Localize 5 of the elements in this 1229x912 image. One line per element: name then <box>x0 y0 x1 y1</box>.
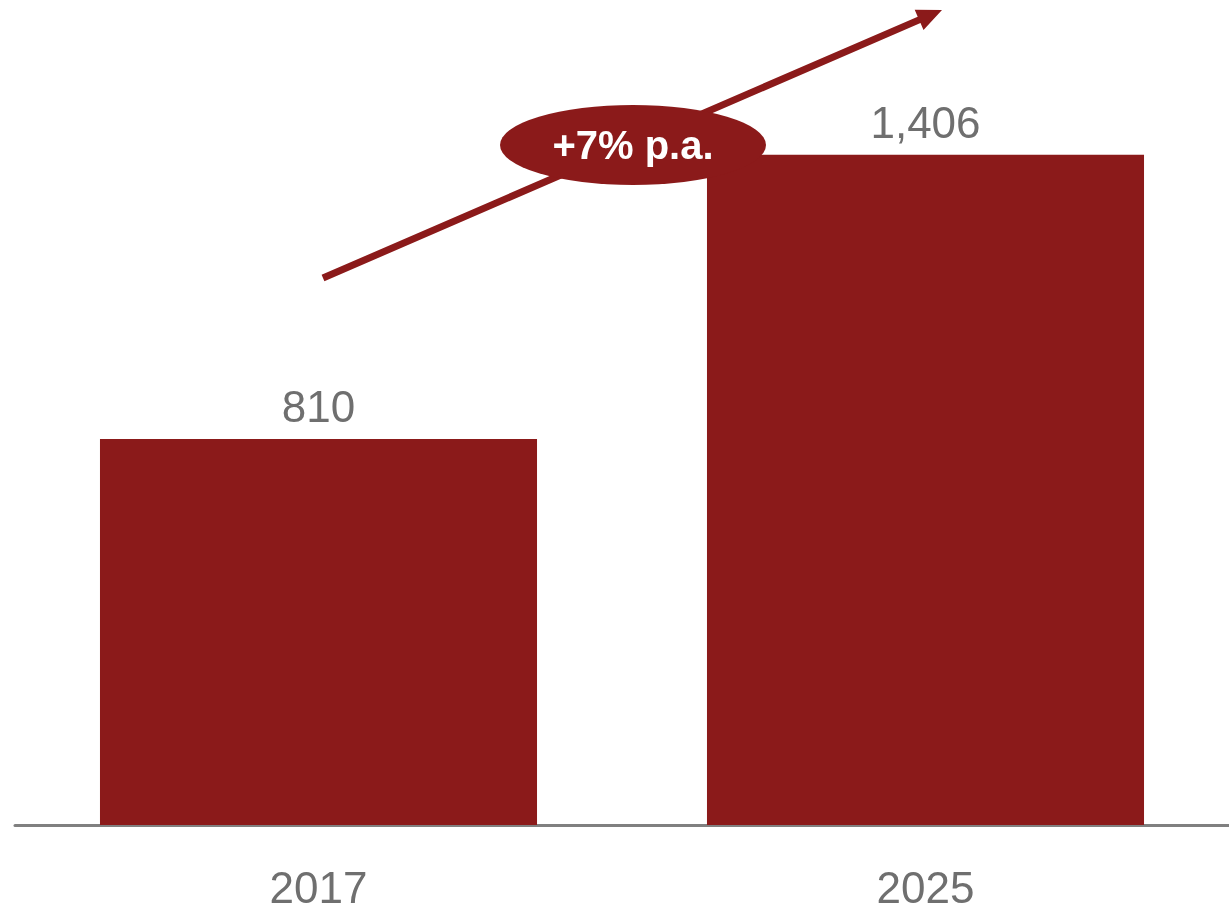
data-label: 810 <box>281 382 356 432</box>
data-label: 1,406 <box>870 98 981 148</box>
annotation: +7% p.a. <box>500 105 766 185</box>
x-tick-label: 2017 <box>269 862 368 912</box>
x-tick-label: 2025 <box>876 862 975 912</box>
